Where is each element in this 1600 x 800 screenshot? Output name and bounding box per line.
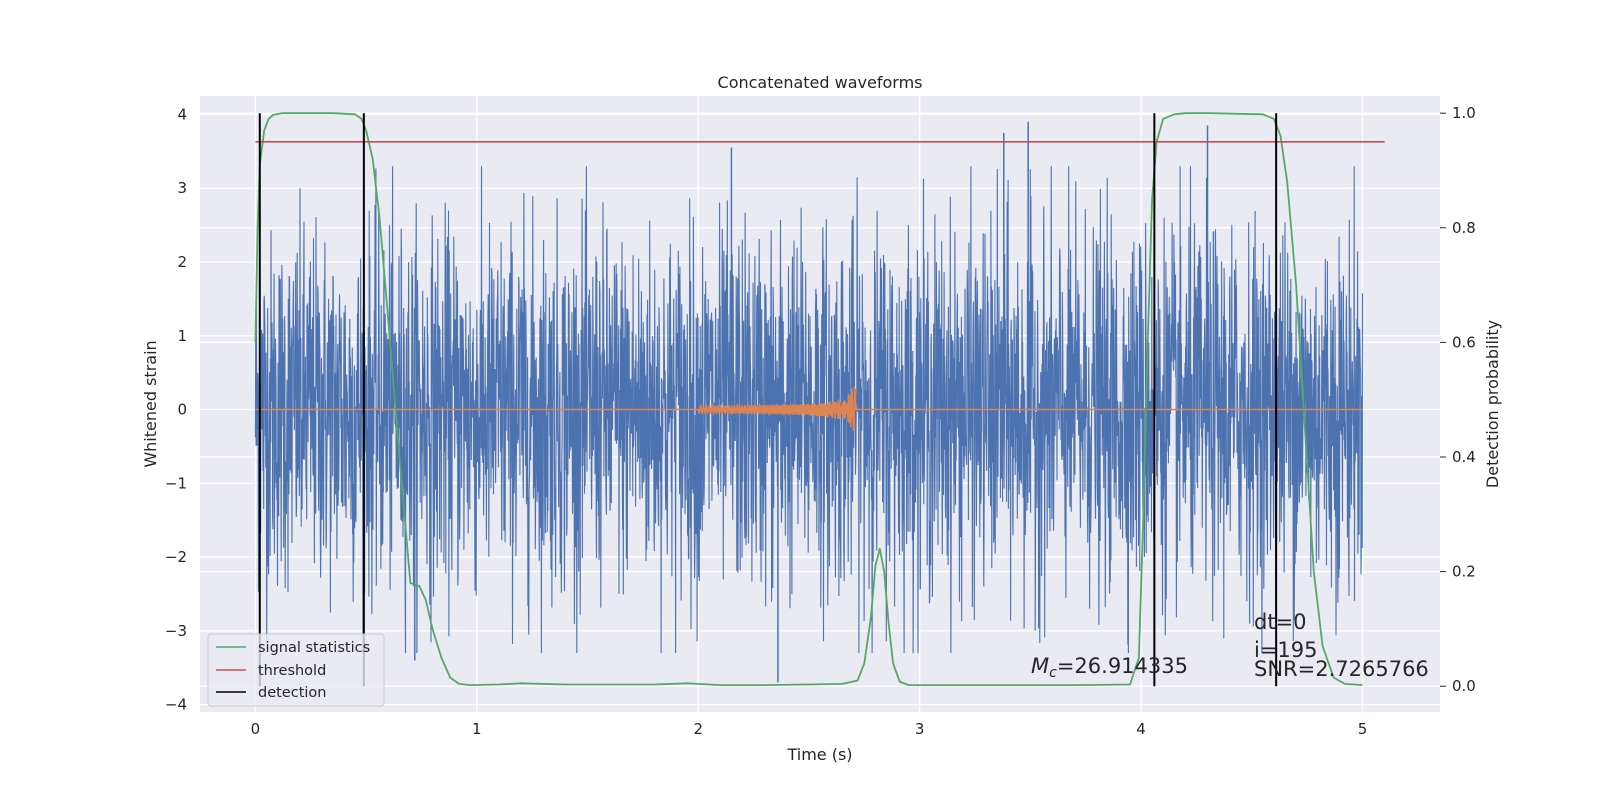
legend-label-signal-statistics: signal statistics bbox=[258, 640, 370, 656]
y-tick-label: −1 bbox=[165, 474, 187, 492]
snr-annotation: SNR=2.7265766 bbox=[1254, 657, 1429, 681]
y-tick-label: −2 bbox=[165, 548, 187, 566]
x-tick-label: 0 bbox=[251, 720, 261, 738]
strain-series-line bbox=[254, 166, 1364, 654]
x-tick-label: 3 bbox=[915, 720, 925, 738]
dt-annotation: dt=0 bbox=[1254, 610, 1307, 634]
y-tick-label: 2 bbox=[177, 253, 187, 271]
y-tick-label: 3 bbox=[177, 179, 187, 197]
y2-tick-label: 0.0 bbox=[1452, 677, 1476, 695]
y-tick-label: −4 bbox=[165, 696, 187, 714]
y-tick-label: −3 bbox=[165, 622, 187, 640]
y-tick-label: 0 bbox=[177, 401, 187, 419]
y-axis-label: Whitened strain bbox=[141, 340, 160, 467]
legend-label-detection: detection bbox=[258, 685, 326, 701]
signal-statistics-line bbox=[254, 112, 1363, 686]
data-layer bbox=[254, 112, 1385, 687]
x-axis-label: Time (s) bbox=[786, 745, 852, 764]
chart-title: Concatenated waveforms bbox=[718, 73, 923, 92]
chirp-mass-symbol: M bbox=[1031, 654, 1049, 678]
y2-tick-label: 1.0 bbox=[1452, 104, 1476, 122]
chirp-mass-annotation: Mc=26.914335 bbox=[1031, 654, 1188, 681]
y2-tick-label: 0.6 bbox=[1452, 333, 1476, 351]
y2-axis-label: Detection probability bbox=[1483, 320, 1502, 488]
axes: 0 1 2 3 4 5 −4 −3 −2 −1 0 1 2 3 4 0.0 0.2 0.4 0.6 0.8 1.0 bbox=[165, 104, 1476, 738]
index-annotation: i=195 bbox=[1254, 638, 1318, 662]
y2-tick-label: 0.2 bbox=[1452, 563, 1476, 581]
legend-label-threshold: threshold bbox=[258, 663, 326, 679]
chirp-mass-value: =26.914335 bbox=[1057, 654, 1188, 678]
x-tick-label: 4 bbox=[1136, 720, 1146, 738]
y2-tick-label: 0.4 bbox=[1452, 448, 1476, 466]
x-tick-label: 2 bbox=[693, 720, 703, 738]
template-series-line bbox=[255, 385, 1363, 431]
chirp-mass-subscript: c bbox=[1049, 665, 1057, 681]
x-tick-label: 1 bbox=[472, 720, 482, 738]
y2-tick-label: 0.8 bbox=[1452, 219, 1476, 237]
y-tick-label: 1 bbox=[177, 327, 187, 345]
annotations: Mc=26.914335 dt=0 i=195 SNR=2.7265766 bbox=[1031, 610, 1429, 681]
legend: signal statistics threshold detection bbox=[207, 633, 385, 707]
legend-box bbox=[207, 633, 385, 707]
x-tick-label: 5 bbox=[1358, 720, 1368, 738]
y-tick-label: 4 bbox=[177, 105, 187, 123]
